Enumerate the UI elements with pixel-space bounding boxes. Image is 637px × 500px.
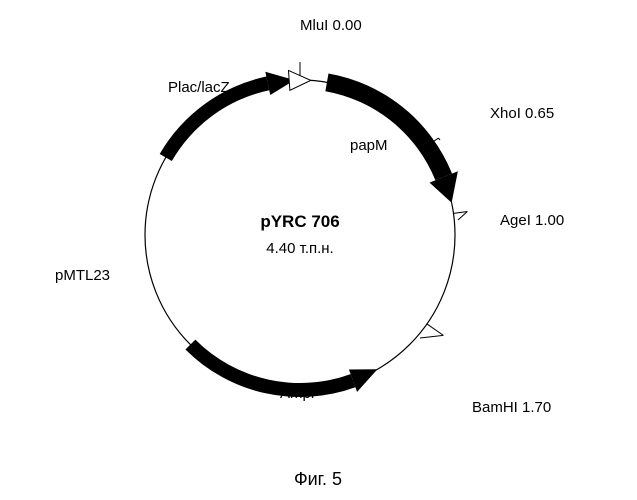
plasmid-size: 4.40 т.п.н. [266, 240, 333, 257]
site-label: AgeI 1.00 [500, 212, 564, 229]
feature-label-ampr: Ampr [280, 385, 316, 402]
backbone-label: pMTL23 [55, 267, 110, 284]
figure-caption: Фиг. 5 [294, 469, 342, 489]
plasmid-name: pYRC 706 [260, 212, 339, 231]
feature-label-plac-lacz: Plac/lacZ [168, 79, 230, 96]
feature-label-papm: papM [350, 137, 388, 154]
site-label: XhoI 0.65 [490, 105, 554, 122]
plasmid-map: Plac/lacZ papM Ampr MluI 0.00 XhoI 0.65 AgeI … [0, 0, 637, 500]
site-label: BamHI 1.70 [472, 399, 551, 416]
site-label: MluI 0.00 [300, 17, 362, 34]
